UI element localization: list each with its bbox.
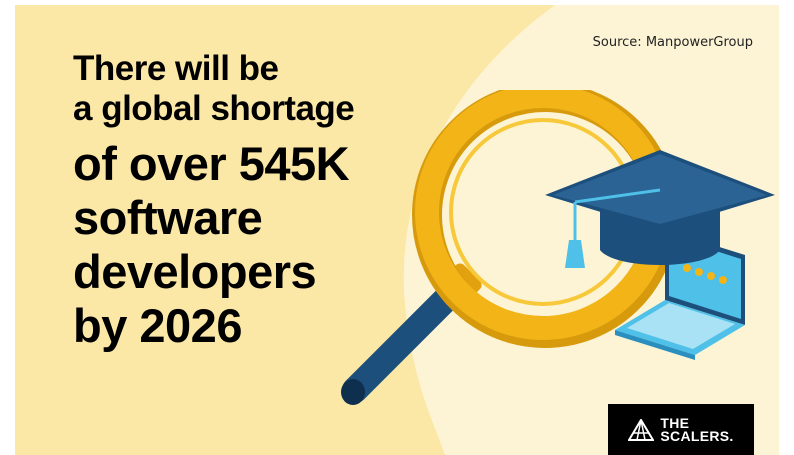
headline-line-4: software	[73, 191, 263, 244]
scalers-logo: THE SCALERS.	[608, 404, 754, 455]
infographic-card: There will be a global shortage of over …	[15, 5, 779, 455]
scalers-logo-icon	[628, 418, 655, 441]
headline-line-5: developers	[73, 245, 317, 298]
scalers-logo-text: THE SCALERS.	[660, 414, 734, 444]
illustration	[341, 90, 775, 405]
logo-line-1: THE	[660, 414, 690, 431]
source-caption: Source: ManpowerGroup	[592, 35, 753, 50]
headline-line-3: of over 545K	[73, 137, 350, 190]
headline-line-2: a global shortage	[73, 89, 355, 128]
laptop-icon	[615, 230, 745, 360]
logo-line-2: SCALERS.	[660, 427, 734, 444]
graduation-cap-icon	[545, 150, 775, 268]
headline-line-6: by 2026	[73, 299, 242, 352]
headline: There will be a global shortage of over …	[73, 49, 355, 353]
headline-line-1: There will be	[73, 49, 279, 88]
